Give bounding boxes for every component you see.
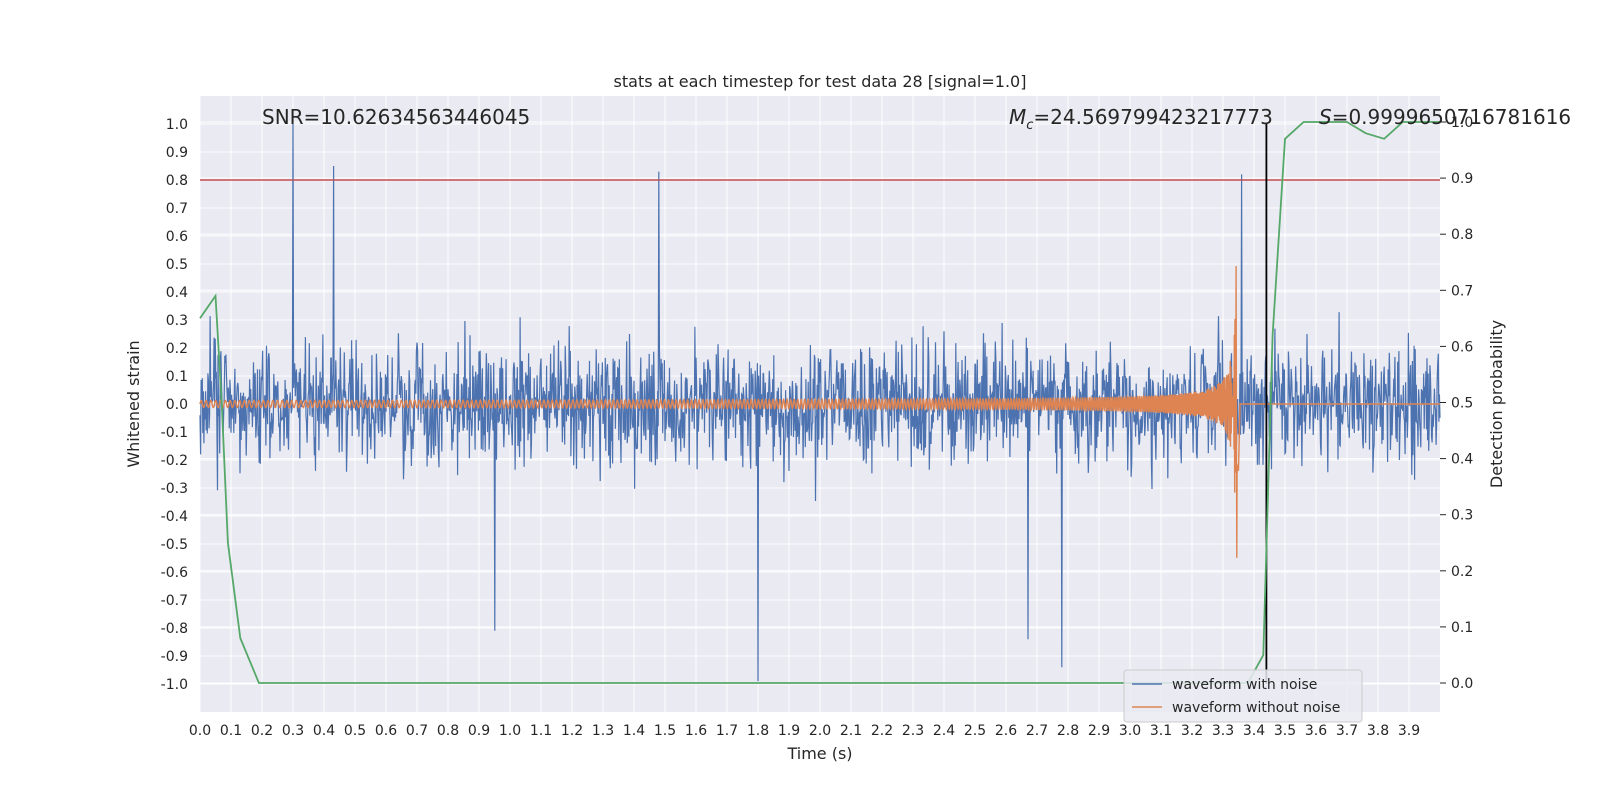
x-tick-label: 1.6 — [685, 723, 707, 739]
y-right-tick-label: 0.0 — [1451, 676, 1473, 692]
x-tick-label: 2.9 — [1088, 723, 1110, 739]
x-tick-label: 3.9 — [1398, 723, 1420, 739]
y-right-tick-label: 0.9 — [1451, 171, 1473, 187]
y-right-tick-label: 0.4 — [1451, 452, 1473, 468]
x-tick-label: 1.1 — [530, 723, 552, 739]
x-tick-label: 3.8 — [1367, 723, 1389, 739]
legend-label-clean: waveform without noise — [1172, 700, 1340, 716]
x-tick-label: 1.5 — [654, 723, 676, 739]
x-tick-label: 2.2 — [871, 723, 893, 739]
legend-box — [1123, 669, 1363, 723]
y-tick-label: -0.5 — [161, 537, 188, 553]
x-tick-label: 0.5 — [344, 723, 366, 739]
x-tick-label: 1.0 — [499, 723, 521, 739]
x-tick-label: 0.6 — [375, 723, 397, 739]
y-tick-label: -0.9 — [161, 649, 188, 665]
score-symbol: S — [1319, 105, 1332, 129]
y-right-axis-label: Detection probability — [1487, 320, 1506, 488]
snr-annotation: SNR=10.62634563446045 — [262, 105, 530, 129]
y-tick-label: -0.7 — [161, 593, 188, 609]
x-tick-label: 0.8 — [437, 723, 459, 739]
detection-score-annotation: S=0.9999650716781616 — [1319, 105, 1571, 129]
x-tick-label: 2.6 — [995, 723, 1017, 739]
y-axis-label: Whitened strain — [124, 340, 143, 467]
x-axis-label: Time (s) — [786, 744, 852, 763]
score-value: =0.9999650716781616 — [1332, 105, 1571, 129]
y-tick-label: 0.2 — [166, 341, 188, 357]
x-tick-label: 2.7 — [1026, 723, 1048, 739]
x-tick-label: 3.2 — [1181, 723, 1203, 739]
y-tick-label: 0.7 — [166, 201, 188, 217]
y-right-tick-label: 0.3 — [1451, 508, 1473, 524]
x-tick-label: 0.3 — [282, 723, 304, 739]
y-right-tick-label: 1.0 — [1451, 115, 1473, 131]
x-tick-label: 3.6 — [1305, 723, 1327, 739]
y-tick-label: 0.5 — [166, 257, 188, 273]
x-tick-label: 3.3 — [1212, 723, 1234, 739]
chirp-mass-annotation: Mc=24.569799423217773 — [1009, 105, 1273, 133]
series-waveform-without-noise — [199, 266, 1440, 558]
x-tick-label: 1.2 — [561, 723, 583, 739]
y-right-tick-label: 0.5 — [1451, 396, 1473, 412]
y-tick-label: -0.2 — [161, 453, 188, 469]
x-tick-label: 1.4 — [623, 723, 645, 739]
y-tick-label: 0.1 — [166, 369, 188, 385]
x-tick-label: 2.5 — [964, 723, 986, 739]
y-right-tick-label: 0.2 — [1451, 564, 1473, 580]
y-right-tick-label: 0.7 — [1451, 283, 1473, 299]
x-tick-label: 1.7 — [716, 723, 738, 739]
x-tick-label: 2.4 — [933, 723, 955, 739]
x-tick-label: 0.9 — [468, 723, 490, 739]
y-tick-label: 0.0 — [166, 397, 188, 413]
y-right-tick-label: 0.1 — [1451, 620, 1473, 636]
y-tick-label: -0.1 — [161, 425, 188, 441]
chart-title: stats at each timestep for test data 28 … — [614, 72, 1027, 91]
x-tick-label: 3.0 — [1119, 723, 1141, 739]
x-tick-label: 1.3 — [592, 723, 614, 739]
x-tick-label: 0.4 — [313, 723, 335, 739]
chirp-mass-subscript: c — [1026, 118, 1033, 133]
x-tick-label: 3.4 — [1243, 723, 1265, 739]
y-tick-label: 0.8 — [166, 173, 188, 189]
x-tick-label: 2.1 — [840, 723, 862, 739]
x-tick-label: 0.2 — [251, 723, 273, 739]
chirp-mass-value: =24.569799423217773 — [1033, 105, 1272, 129]
x-tick-label: 3.5 — [1274, 723, 1296, 739]
y-tick-label: 0.3 — [166, 313, 188, 329]
x-tick-label: 1.9 — [778, 723, 800, 739]
x-tick-label: 0.7 — [406, 723, 428, 739]
y-tick-label: 0.4 — [166, 285, 188, 301]
x-tick-label: 0.1 — [220, 723, 242, 739]
x-tick-label: 2.0 — [809, 723, 831, 739]
x-tick-label: 1.8 — [747, 723, 769, 739]
y-tick-label: -0.3 — [161, 481, 188, 497]
y-right-tick-label: 0.6 — [1451, 339, 1473, 355]
y-tick-label: 0.6 — [166, 229, 188, 245]
x-tick-label: 2.3 — [902, 723, 924, 739]
legend: waveform with noise waveform without noi… — [1123, 669, 1363, 723]
ticks: 0.0 0.1 0.2 0.3 0.4 0.5 0.6 0.7 0.8 0.9 1.0 1.1 1.2 1… — [161, 115, 1474, 739]
y-tick-label: -0.8 — [161, 621, 188, 637]
chirp-mass-symbol: M — [1009, 105, 1026, 129]
x-tick-label: 0.0 — [189, 723, 211, 739]
x-tick-label: 2.8 — [1057, 723, 1079, 739]
y-tick-label: -1.0 — [161, 677, 188, 693]
y-tick-label: 0.9 — [166, 145, 188, 161]
y-tick-label: 1.0 — [166, 117, 188, 133]
y-right-tick-label: 0.8 — [1451, 227, 1473, 243]
y-tick-label: -0.6 — [161, 565, 188, 581]
x-tick-label: 3.7 — [1336, 723, 1358, 739]
x-tick-label: 3.1 — [1150, 723, 1172, 739]
y-tick-label: -0.4 — [161, 509, 188, 525]
legend-label-noise: waveform with noise — [1172, 677, 1317, 693]
